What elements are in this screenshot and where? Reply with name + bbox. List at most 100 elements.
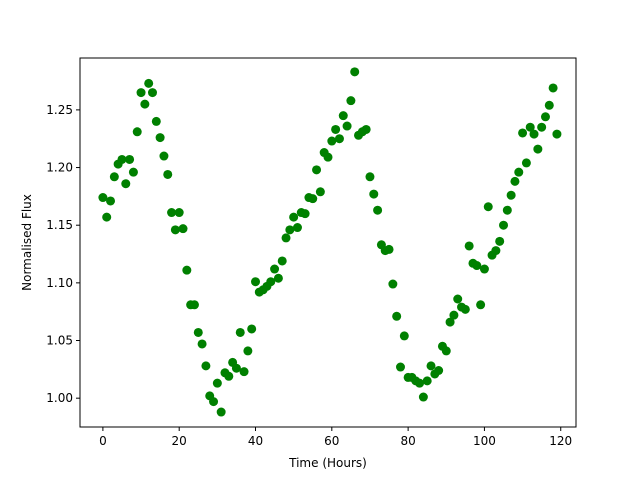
data-point <box>147 88 157 98</box>
y-tick-label: 1.20 <box>46 161 73 175</box>
data-point <box>277 256 287 266</box>
data-point <box>483 202 493 212</box>
y-tick-label: 1.10 <box>46 276 73 290</box>
x-tick-label: 20 <box>172 434 187 448</box>
data-points-layer <box>98 67 562 417</box>
data-point <box>270 264 280 274</box>
data-point <box>193 327 203 337</box>
data-point <box>289 212 299 222</box>
data-point <box>216 407 226 417</box>
data-point <box>422 376 432 386</box>
data-point <box>415 378 425 388</box>
data-point <box>464 241 474 251</box>
data-point <box>163 169 173 179</box>
data-point <box>533 144 543 154</box>
data-point <box>479 264 489 274</box>
data-point <box>209 397 219 407</box>
data-point <box>434 366 444 375</box>
data-point <box>384 244 394 254</box>
ticks-layer: 0 20 40 60 80 100 120 1.00 1.05 1.10 1.15 1.20 1.25 <box>46 103 572 448</box>
data-point <box>499 220 509 230</box>
data-point <box>529 129 539 139</box>
data-point <box>331 124 341 134</box>
data-point <box>373 205 383 215</box>
data-point <box>346 96 356 106</box>
data-point <box>125 154 135 164</box>
data-point <box>449 310 459 320</box>
x-tick-label: 40 <box>248 434 263 448</box>
data-point <box>495 236 505 246</box>
data-point <box>224 371 234 381</box>
data-point <box>273 273 283 283</box>
y-tick-label: 1.25 <box>46 103 73 117</box>
data-point <box>117 154 127 164</box>
data-point <box>231 363 241 373</box>
data-point <box>510 176 520 186</box>
data-point <box>453 294 463 304</box>
data-point <box>323 152 333 162</box>
data-point <box>167 208 177 218</box>
data-point <box>338 111 348 121</box>
data-point <box>182 265 192 275</box>
data-point <box>514 167 524 177</box>
x-tick-label: 100 <box>473 434 496 448</box>
y-tick-label: 1.15 <box>46 218 73 232</box>
data-point <box>369 189 379 199</box>
data-point <box>540 112 550 122</box>
data-point <box>537 122 547 132</box>
data-point <box>128 167 138 177</box>
data-point <box>308 194 318 204</box>
data-point <box>334 134 344 144</box>
x-axis-label: Time (Hours) <box>288 456 367 470</box>
data-point <box>395 362 405 372</box>
data-point <box>109 172 119 182</box>
x-tick-label: 80 <box>400 434 415 448</box>
data-point <box>159 151 169 161</box>
data-point <box>212 378 222 388</box>
data-point <box>251 277 261 287</box>
data-point <box>445 317 455 327</box>
data-point <box>399 331 409 341</box>
data-point <box>106 196 116 206</box>
data-point <box>441 346 451 356</box>
data-point <box>361 124 371 134</box>
data-point <box>472 261 482 271</box>
data-point <box>426 361 436 371</box>
data-point <box>506 190 516 200</box>
data-point <box>266 277 276 287</box>
x-tick-label: 0 <box>99 434 107 448</box>
data-point <box>491 246 501 256</box>
x-tick-label: 120 <box>549 434 572 448</box>
data-point <box>388 279 398 289</box>
data-point <box>136 88 146 98</box>
data-point <box>174 208 184 218</box>
data-point <box>243 346 253 356</box>
data-point <box>151 116 161 126</box>
data-point <box>518 128 528 138</box>
data-point <box>239 367 249 377</box>
data-point <box>197 339 207 349</box>
data-point <box>327 136 337 146</box>
data-point <box>285 225 295 235</box>
y-tick-label: 1.05 <box>46 334 73 348</box>
data-point <box>102 212 112 222</box>
data-point <box>544 100 554 110</box>
data-point <box>312 165 322 175</box>
plot-frame <box>79 57 577 428</box>
data-point <box>521 158 531 168</box>
data-point <box>548 83 558 93</box>
data-point <box>342 121 352 131</box>
data-point <box>350 67 360 77</box>
data-point <box>189 300 199 310</box>
data-point <box>121 179 131 189</box>
data-point <box>292 223 302 233</box>
data-point <box>552 129 562 139</box>
data-point <box>300 209 310 219</box>
data-point <box>281 233 291 243</box>
data-point <box>502 205 512 215</box>
data-point <box>155 133 165 143</box>
data-point <box>476 300 486 310</box>
data-point <box>460 304 470 314</box>
